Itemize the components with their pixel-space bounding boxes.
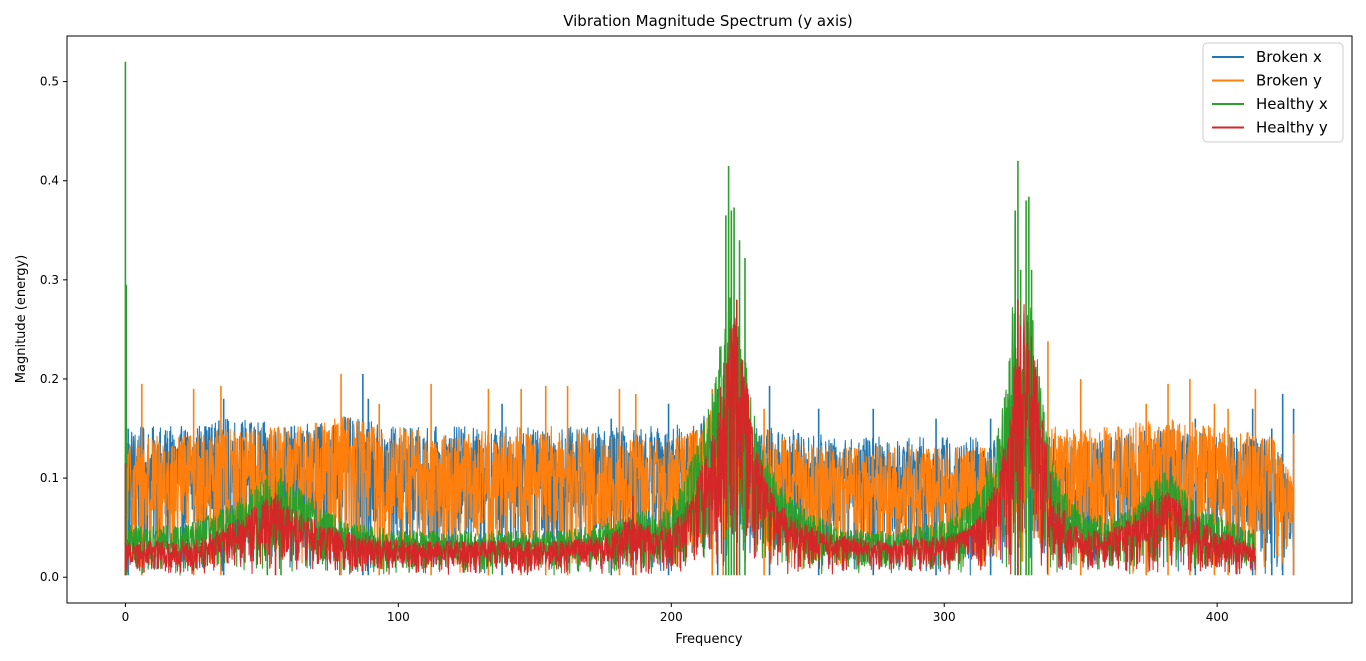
series-layer xyxy=(124,61,1295,576)
y-tick-label: 0.2 xyxy=(40,372,59,386)
x-axis-label: Frequency xyxy=(675,632,742,647)
legend: Broken x Broken y Healthy x Healthy y xyxy=(1202,42,1344,143)
series-line xyxy=(124,304,1256,576)
y-axis: 0.0 0.1 0.2 0.3 0.4 0.5 xyxy=(40,75,67,584)
plot-frame xyxy=(66,35,1353,604)
x-tick-label: 400 xyxy=(1206,610,1229,624)
x-tick-label: 200 xyxy=(660,610,683,624)
legend-label: Broken x xyxy=(1256,48,1322,66)
legend-frame xyxy=(1202,42,1344,143)
x-tick-label: 300 xyxy=(933,610,956,624)
y-tick-label: 0.4 xyxy=(40,174,59,188)
x-axis: 0 100 200 300 400 xyxy=(122,603,1229,624)
x-tick-label: 100 xyxy=(387,610,410,624)
y-tick-label: 0.1 xyxy=(40,471,59,485)
y-tick-label: 0.3 xyxy=(40,273,59,287)
legend-label: Healthy y xyxy=(1256,119,1328,137)
x-tick-label: 0 xyxy=(122,610,130,624)
series-line xyxy=(124,297,1256,576)
y-axis-label: Magnitude (energy) xyxy=(14,255,29,383)
y-tick-label: 0.0 xyxy=(40,570,59,584)
legend-label: Broken y xyxy=(1256,72,1322,90)
chart-title: Vibration Magnitude Spectrum (y axis) xyxy=(563,12,853,30)
legend-label: Healthy x xyxy=(1256,95,1328,113)
y-tick-label: 0.5 xyxy=(40,75,59,89)
series-healthy-y xyxy=(124,299,1256,576)
